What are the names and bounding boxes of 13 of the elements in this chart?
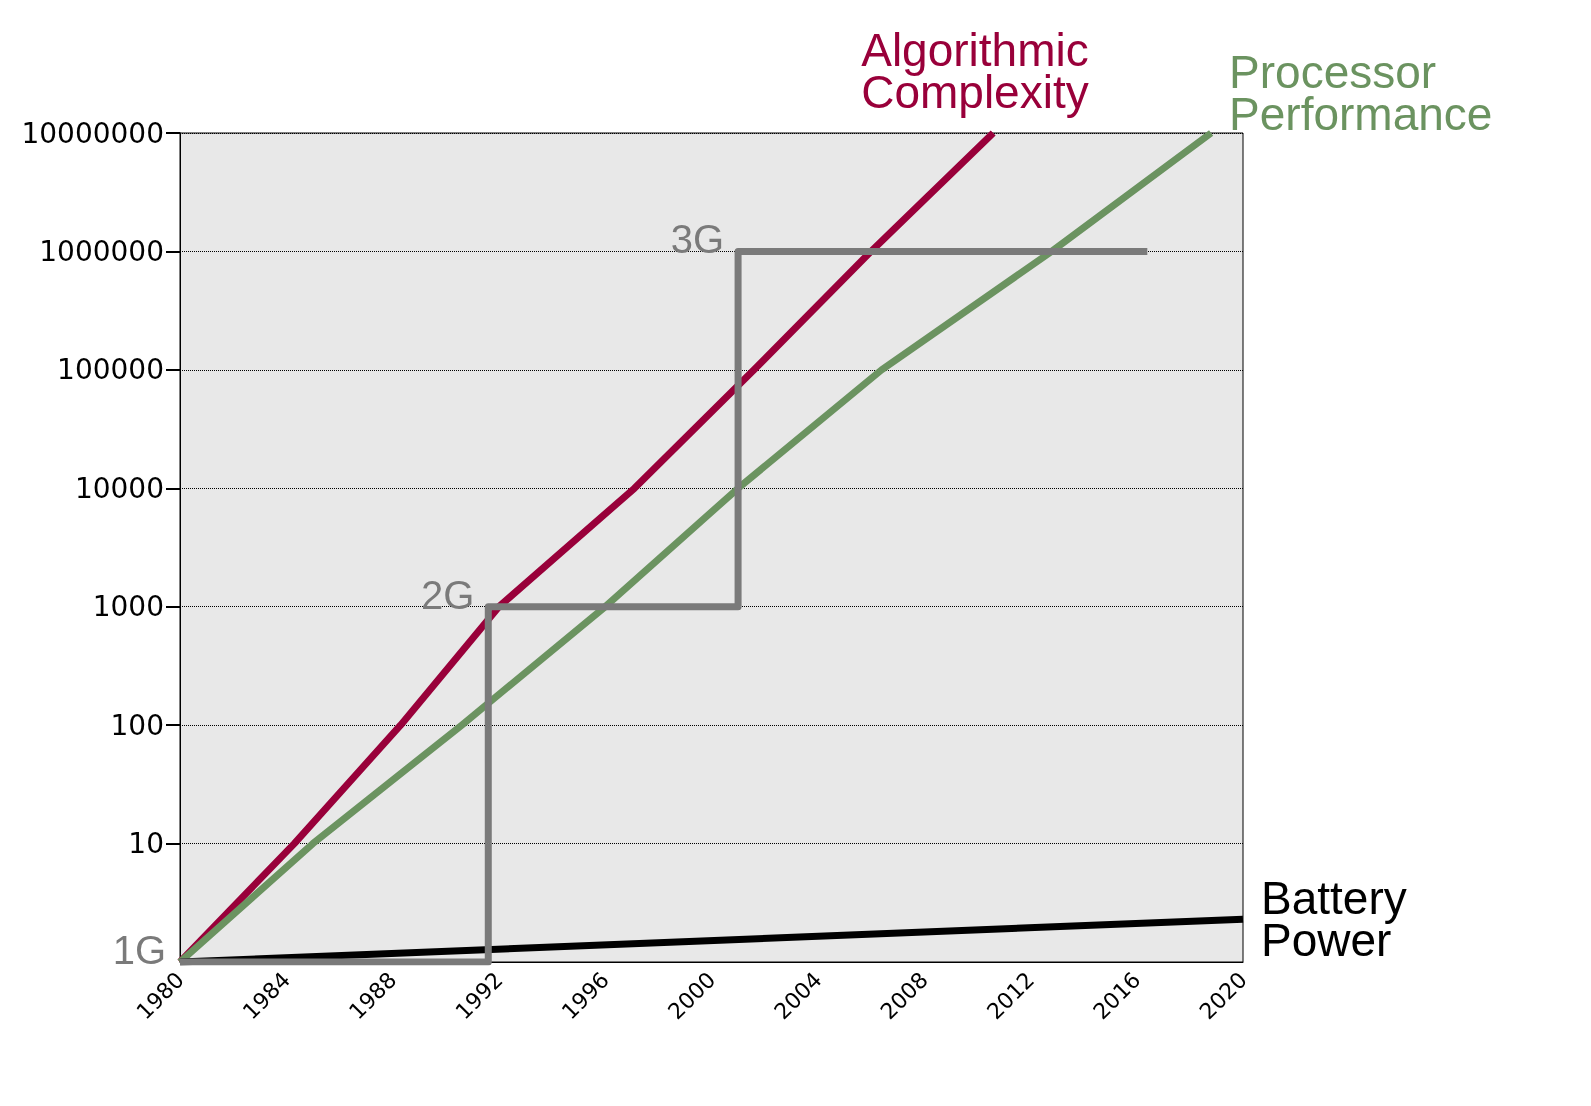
y-tick-label: 100 xyxy=(110,708,164,742)
series-label: Battery Power xyxy=(1261,872,1420,967)
y-tick-label: 10 xyxy=(128,827,164,861)
series-label: Processor Performance xyxy=(1229,46,1493,140)
y-tick-label: 100000 xyxy=(57,353,164,387)
annotation: 3G xyxy=(670,217,725,262)
y-tick-label: 10000000 xyxy=(21,116,164,150)
y-tick-label: 10000 xyxy=(74,471,164,505)
annotation: 2G xyxy=(420,572,475,617)
series-label: Algorithmic Complexity xyxy=(861,24,1102,118)
y-tick-label: 1000 xyxy=(92,590,164,624)
y-tick-label: 1000000 xyxy=(39,234,164,268)
annotation: 1G xyxy=(112,928,166,972)
